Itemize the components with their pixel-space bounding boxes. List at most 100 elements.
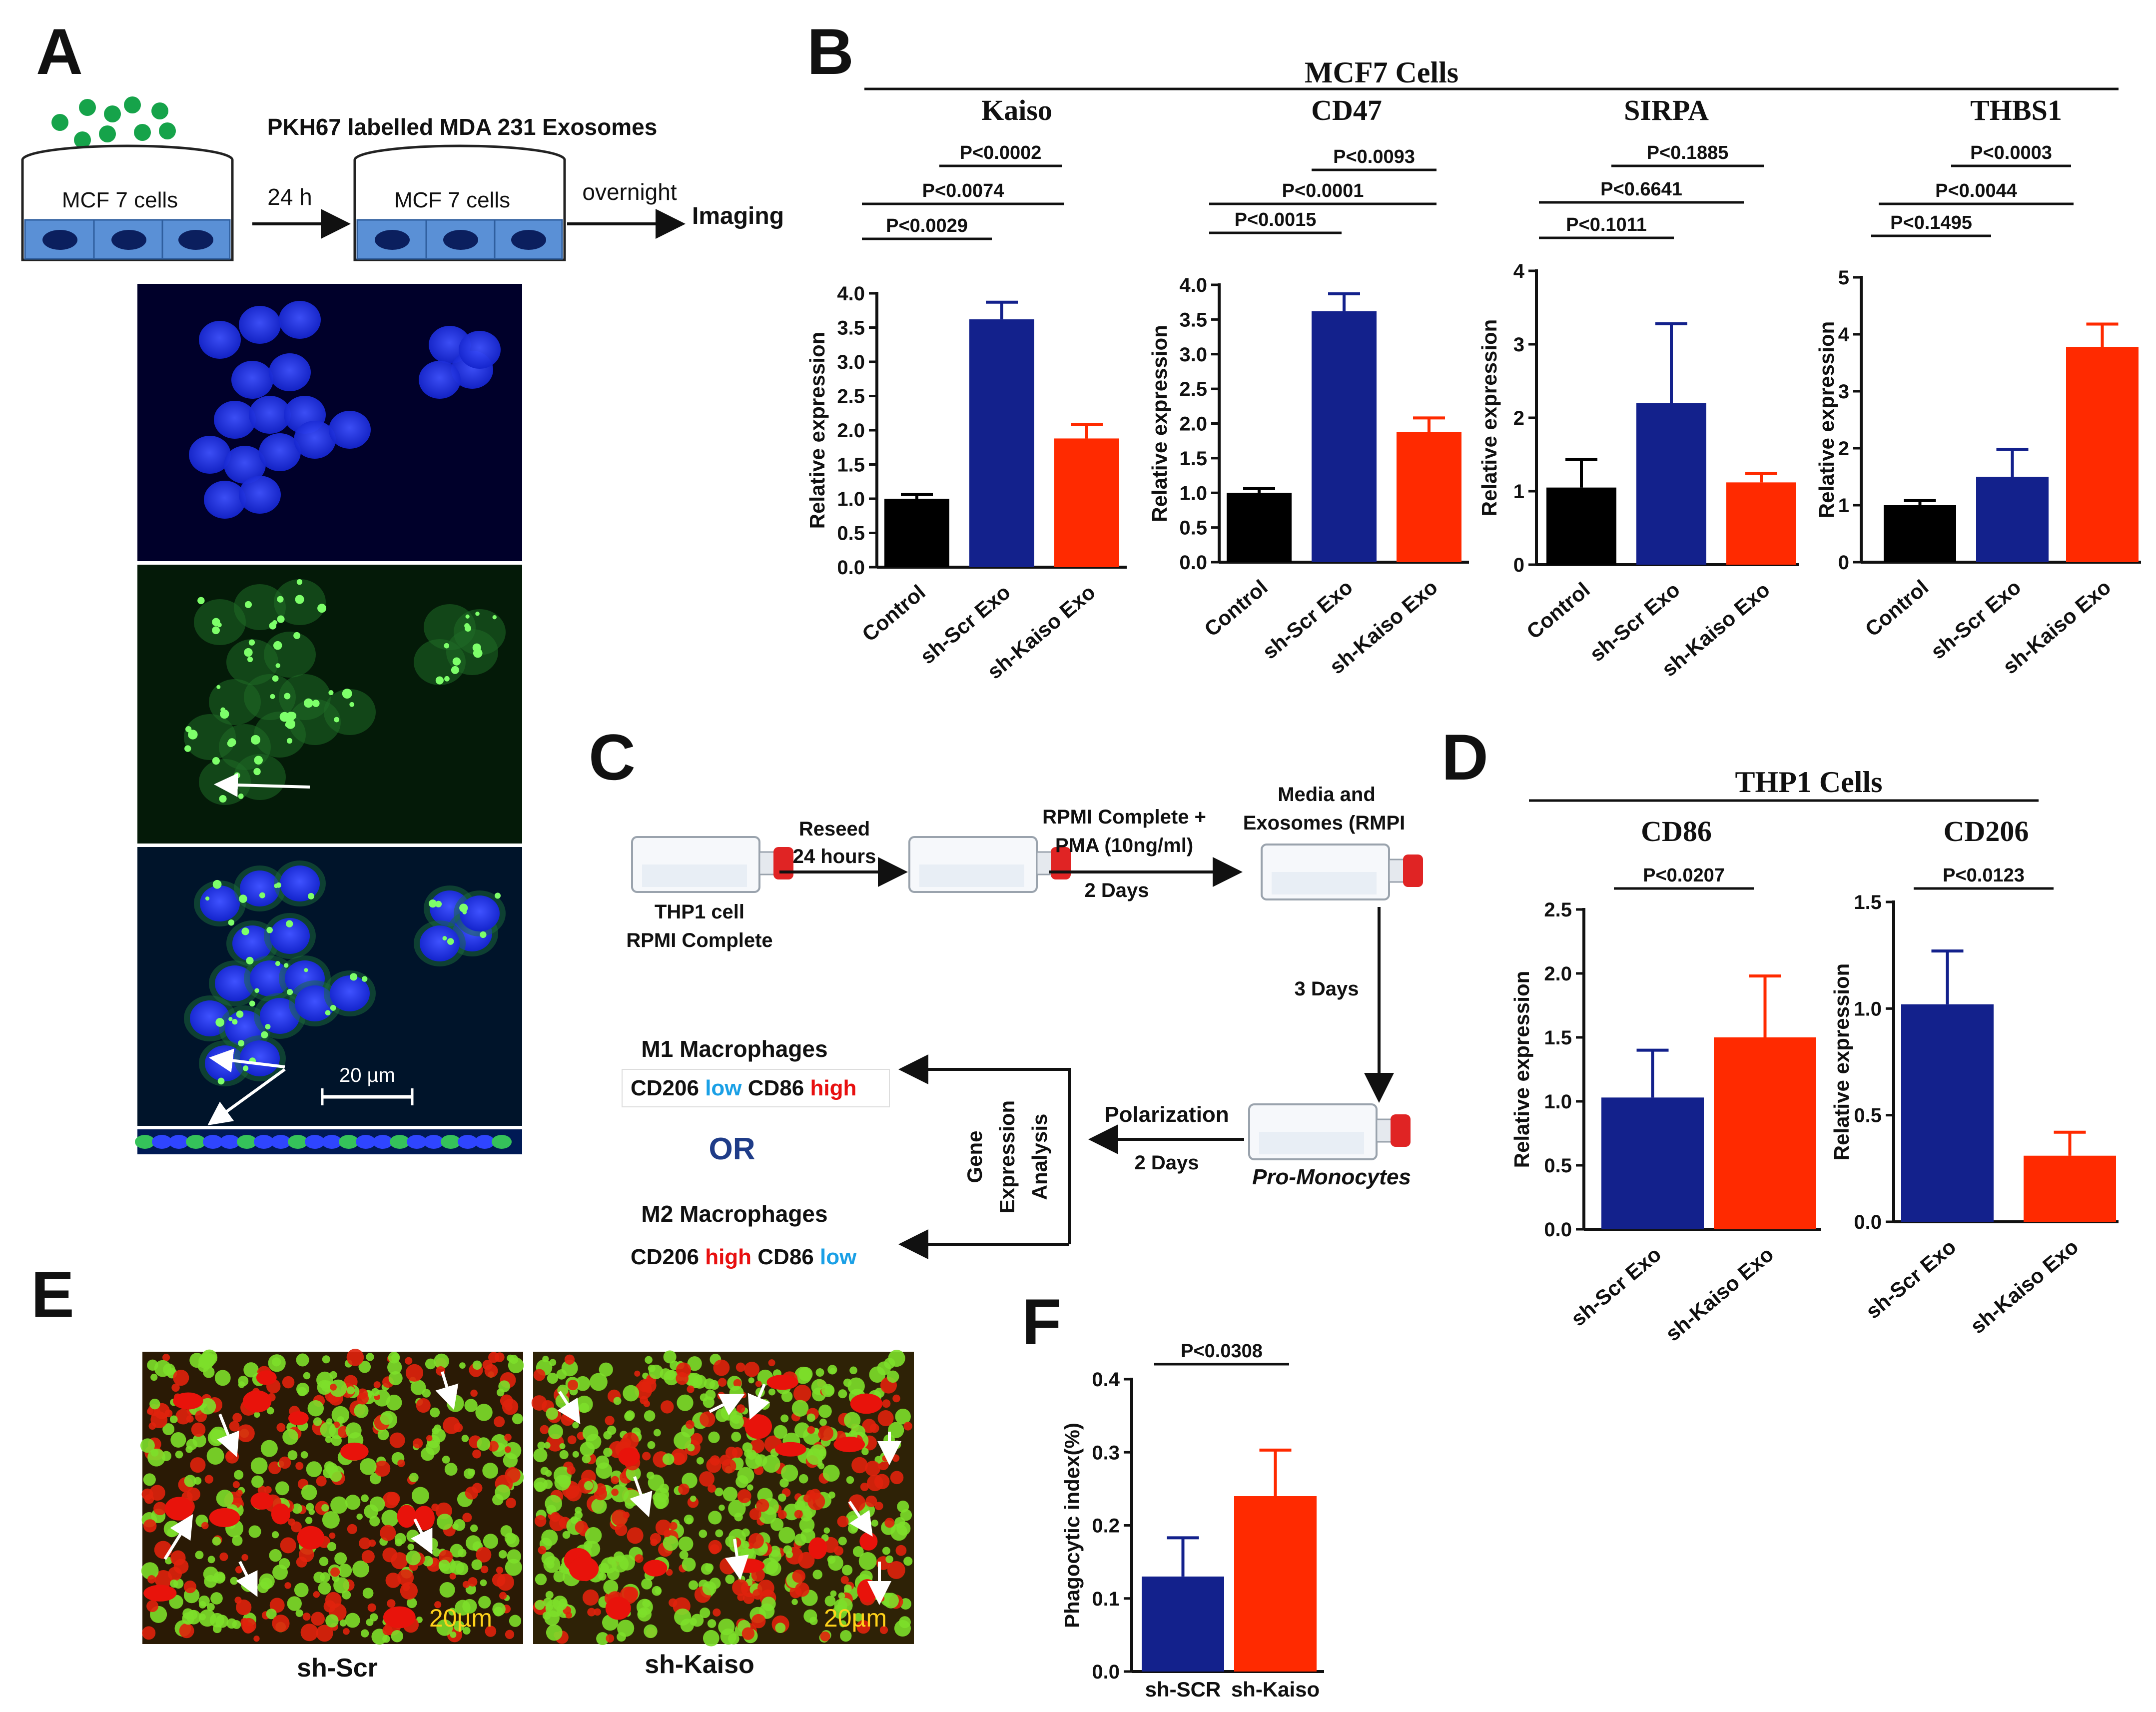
cell (732, 1579, 749, 1596)
cell (271, 1531, 279, 1539)
cell (339, 1619, 347, 1627)
panel-letter-e: E (31, 1258, 74, 1331)
cell (439, 1582, 455, 1598)
exosome-spot (295, 595, 304, 604)
cell (385, 1573, 401, 1588)
chart-phagocytic-index: 0.0 0.1 0.2 0.3 0.4 Phagocytic index(%) sh-SCR… (1060, 1341, 1324, 1701)
cell (839, 1620, 846, 1628)
panel-a-schematic: MCF 7 cells 24 h MCF 7 cells PKH67 label… (21, 96, 784, 261)
macrophage (288, 1411, 309, 1426)
cell (710, 1544, 720, 1555)
category-label: Control (1861, 575, 1933, 641)
cell (356, 1513, 363, 1520)
cell (389, 1432, 405, 1448)
panel-e-micrographs: 20µm 20µm sh-Scr sh-Kaiso (140, 1349, 914, 1683)
flask-neck (1388, 858, 1405, 883)
cell (334, 1552, 347, 1565)
exosome-spot (212, 879, 222, 889)
nucleus (200, 885, 240, 921)
cell (603, 1580, 619, 1595)
nucleus (214, 401, 256, 439)
exosome-spot (220, 709, 229, 719)
sh-kaiso-scale: 20µm (824, 1604, 887, 1632)
cell (682, 1557, 696, 1572)
exosome-spot (215, 1018, 224, 1027)
macrophage (383, 1606, 416, 1629)
cell (856, 1620, 870, 1634)
cell (710, 1455, 720, 1466)
cell (480, 1579, 487, 1587)
cell (369, 1473, 382, 1485)
cell (678, 1536, 694, 1552)
y-tick-label: 1.0 (1854, 998, 1882, 1020)
cell (611, 1555, 629, 1573)
cell (386, 1492, 400, 1506)
polarization-label: Polarization (1104, 1102, 1229, 1127)
cell (388, 1371, 403, 1386)
cell (436, 1619, 453, 1636)
exosome-spot (361, 976, 368, 982)
cell (330, 1496, 348, 1514)
cell (397, 1459, 405, 1467)
cell (374, 1460, 391, 1477)
exosome-spot (212, 757, 220, 765)
cell (798, 1367, 813, 1381)
cell (766, 1561, 781, 1576)
exosome-spot (232, 1019, 238, 1025)
cell (142, 1626, 156, 1640)
thp1-group-title: THP1 Cells (1735, 766, 1883, 799)
y-tick-label: 1 (1513, 481, 1524, 503)
cell (361, 1629, 369, 1638)
cell (653, 1429, 661, 1437)
cell (472, 1449, 482, 1459)
cell (406, 1530, 419, 1543)
cell (807, 1493, 825, 1511)
flask-medium (642, 864, 747, 887)
cell (806, 1413, 815, 1422)
cell (794, 1510, 803, 1519)
cell (567, 1466, 576, 1475)
cell (229, 1421, 240, 1432)
cell (190, 1457, 206, 1473)
cell (386, 1394, 402, 1411)
cell (773, 1425, 787, 1439)
z-spot (169, 1135, 189, 1149)
p-value-label: P<0.1885 (1647, 142, 1729, 163)
cell (587, 1608, 596, 1617)
cell (346, 1349, 364, 1366)
panel-letter-d: D (1441, 721, 1488, 794)
cell (624, 1587, 639, 1602)
cell (623, 1489, 641, 1507)
exosome-spot (238, 1040, 245, 1047)
macrophage (397, 1505, 417, 1528)
cell (464, 1399, 478, 1412)
cell (505, 1467, 521, 1483)
cell (318, 1582, 331, 1595)
cell (295, 1462, 304, 1470)
p-value-label: P<0.0207 (1643, 865, 1725, 886)
cell (852, 1546, 864, 1557)
cell (311, 1612, 325, 1626)
cell (735, 1362, 745, 1372)
y-tick-label: 0.0 (1854, 1211, 1882, 1233)
cell (484, 1364, 498, 1378)
cell (554, 1475, 571, 1491)
exosome-spot (228, 738, 236, 747)
cell (613, 1397, 622, 1405)
z-spot (254, 1135, 274, 1149)
cell (305, 1517, 313, 1524)
cell (687, 1356, 702, 1371)
exosome-dot (151, 102, 168, 119)
cell (170, 1579, 178, 1588)
cell (471, 1559, 483, 1571)
bar-sh-scr-exo (1601, 1097, 1704, 1229)
cell (280, 1537, 296, 1554)
m2-cd86: CD86 (751, 1245, 820, 1269)
cell (485, 1626, 497, 1637)
exosome-spot (328, 690, 334, 696)
cell (744, 1362, 759, 1377)
cell (606, 1634, 615, 1643)
y-tick-label: 3.0 (837, 351, 865, 373)
cell (330, 1384, 337, 1391)
exosome-spot (185, 726, 192, 733)
